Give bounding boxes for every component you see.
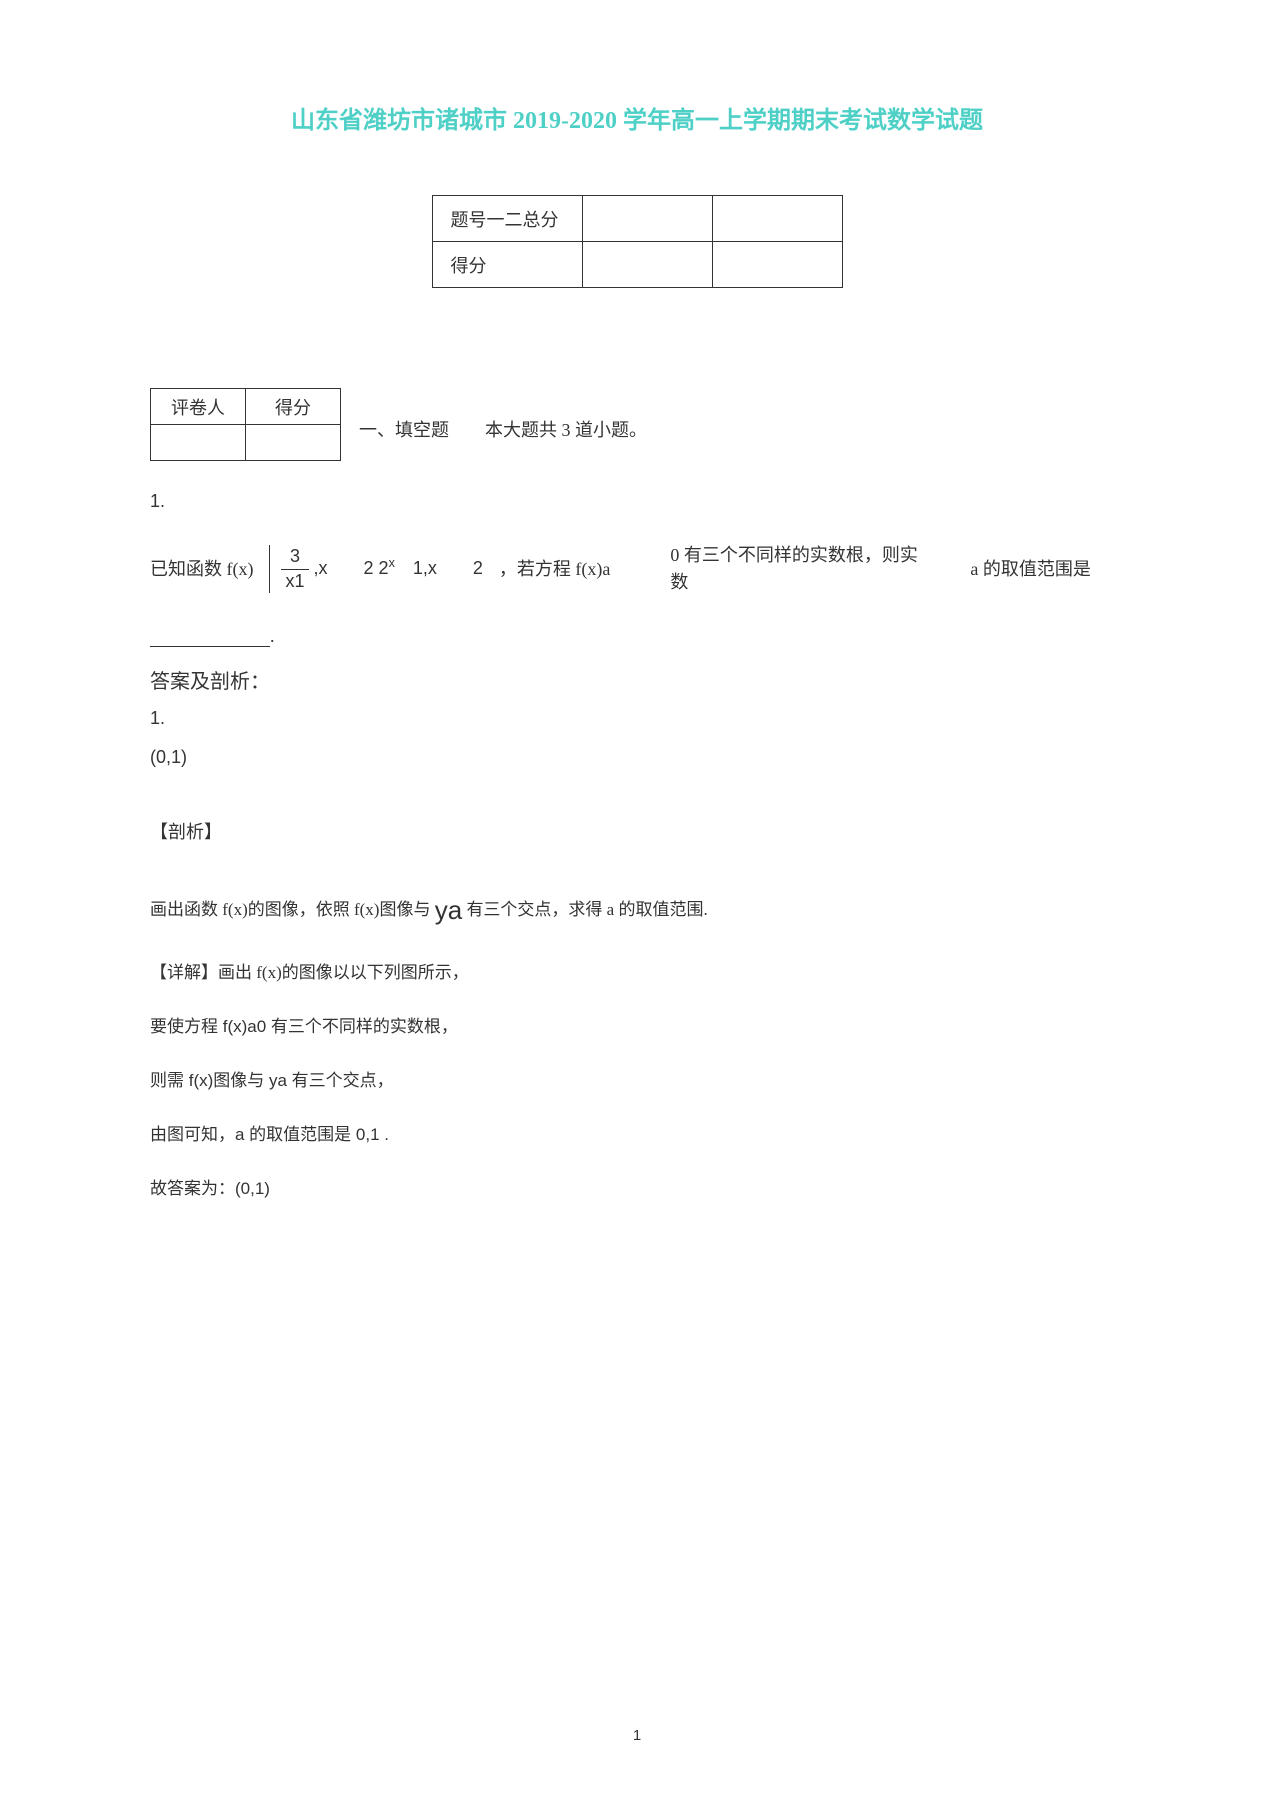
score-row-header: 得分 — [432, 242, 582, 288]
page-title: 山东省潍坊市诸城市 2019-2020 学年高一上学期期末考试数学试题 — [150, 100, 1124, 135]
inline-math: ya — [435, 895, 462, 925]
grader-score-label: 得分 — [246, 389, 341, 425]
question-text: a 的取值范围是 — [970, 556, 1091, 583]
piecewise-function: 3 x1 ,x 2 2x 1,x 2 — [269, 545, 482, 593]
score-cell — [712, 196, 842, 242]
fraction-denominator: x1 — [281, 570, 308, 593]
score-cell — [712, 242, 842, 288]
grader-cell — [151, 425, 246, 461]
question-text: 已知函数 f(x) — [150, 556, 253, 583]
score-cell — [582, 242, 712, 288]
answer-value: (0,1) — [150, 747, 1124, 768]
question-number: 1. — [150, 491, 1124, 512]
answer-number: 1. — [150, 708, 1124, 729]
question-text: 0 有三个不同样的实数根，则实数 — [670, 542, 930, 596]
analysis-paragraph: 画出函数 f(x)的图像，依照 f(x)图像与 ya 有三个交点，求得 a 的取… — [150, 884, 1124, 936]
grader-table: 评卷人 得分 — [150, 388, 341, 461]
page-number: 1 — [0, 1727, 1274, 1744]
analysis-paragraph: 要使方程 f(x)a0 有三个不同样的实数根， — [150, 1010, 1124, 1044]
score-row-header: 题号一二总分 — [432, 196, 582, 242]
answer-section-header: 答案及剖析： — [150, 665, 1124, 694]
grader-cell — [246, 425, 341, 461]
piecewise-condition: 1,x 2 — [395, 558, 483, 578]
analysis-header: 【剖析】 — [150, 818, 1124, 844]
section-heading: 一、填空题 本大题共 3 道小题。 — [359, 388, 647, 442]
analysis-paragraph: 【详解】画出 f(x)的图像以以下列图所示， — [150, 956, 1124, 990]
answer-blank-line: . — [150, 626, 1124, 647]
brace-icon — [269, 545, 277, 593]
fraction-numerator: 3 — [281, 545, 308, 569]
score-summary-table: 题号一二总分 得分 — [432, 195, 843, 288]
piecewise-condition: ,x 2 — [314, 558, 374, 578]
question-1-body: 已知函数 f(x) 3 x1 ,x 2 2x 1,x 2 ，若方程 f(x)a … — [150, 542, 1124, 596]
analysis-paragraph: 则需 f(x)图像与 ya 有三个交点， — [150, 1064, 1124, 1098]
piecewise-expr: 2 — [379, 558, 389, 578]
analysis-paragraph: 故答案为：(0,1) — [150, 1172, 1124, 1206]
score-cell — [582, 196, 712, 242]
analysis-paragraph: 由图可知，a 的取值范围是 0,1 . — [150, 1118, 1124, 1152]
question-text: ，若方程 f(x)a — [499, 556, 610, 583]
grader-label: 评卷人 — [151, 389, 246, 425]
